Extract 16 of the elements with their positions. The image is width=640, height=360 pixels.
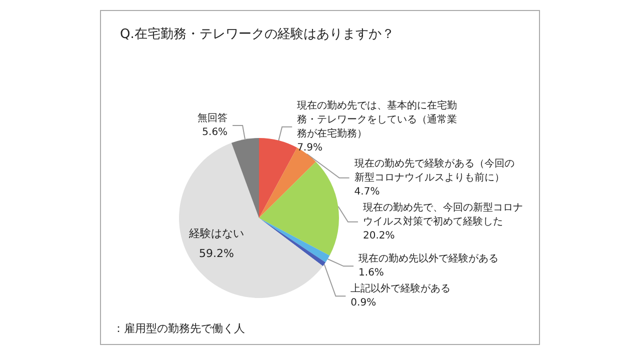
chart-title: Q.在宅勤務・テレワークの経験はありますか？: [120, 26, 394, 42]
slice-label: 現在の勤め先で経験がある（今回の新型コロナウイルスよりも前に）: [354, 157, 514, 184]
data-label: 0.9%: [350, 298, 376, 309]
slice-label: 経験はない: [188, 227, 244, 240]
data-label: 7.9%: [297, 142, 322, 154]
data-label: 4.7%: [354, 186, 380, 198]
data-label: 5.6%: [202, 126, 228, 138]
slice-label: 現在の勤め先以外で経験がある: [358, 252, 499, 265]
slice-label: 無回答: [198, 112, 228, 124]
data-label: 20.2%: [362, 230, 395, 242]
data-label: 59.2%: [199, 247, 234, 260]
slice-label: 上記以外で経験がある: [350, 282, 451, 295]
text: ：雇用型の勤務先で働く人: [113, 322, 245, 335]
slice-label: 現在の勤め先で、今回の新型コロナウイルス対策で初めて経験した: [362, 201, 523, 228]
data-label: 1.6%: [358, 268, 384, 279]
slice-label: 現在の勤め先では、基本的に在宅勤務・テレワークをしている（通常業務が在宅勤務）: [297, 99, 458, 140]
